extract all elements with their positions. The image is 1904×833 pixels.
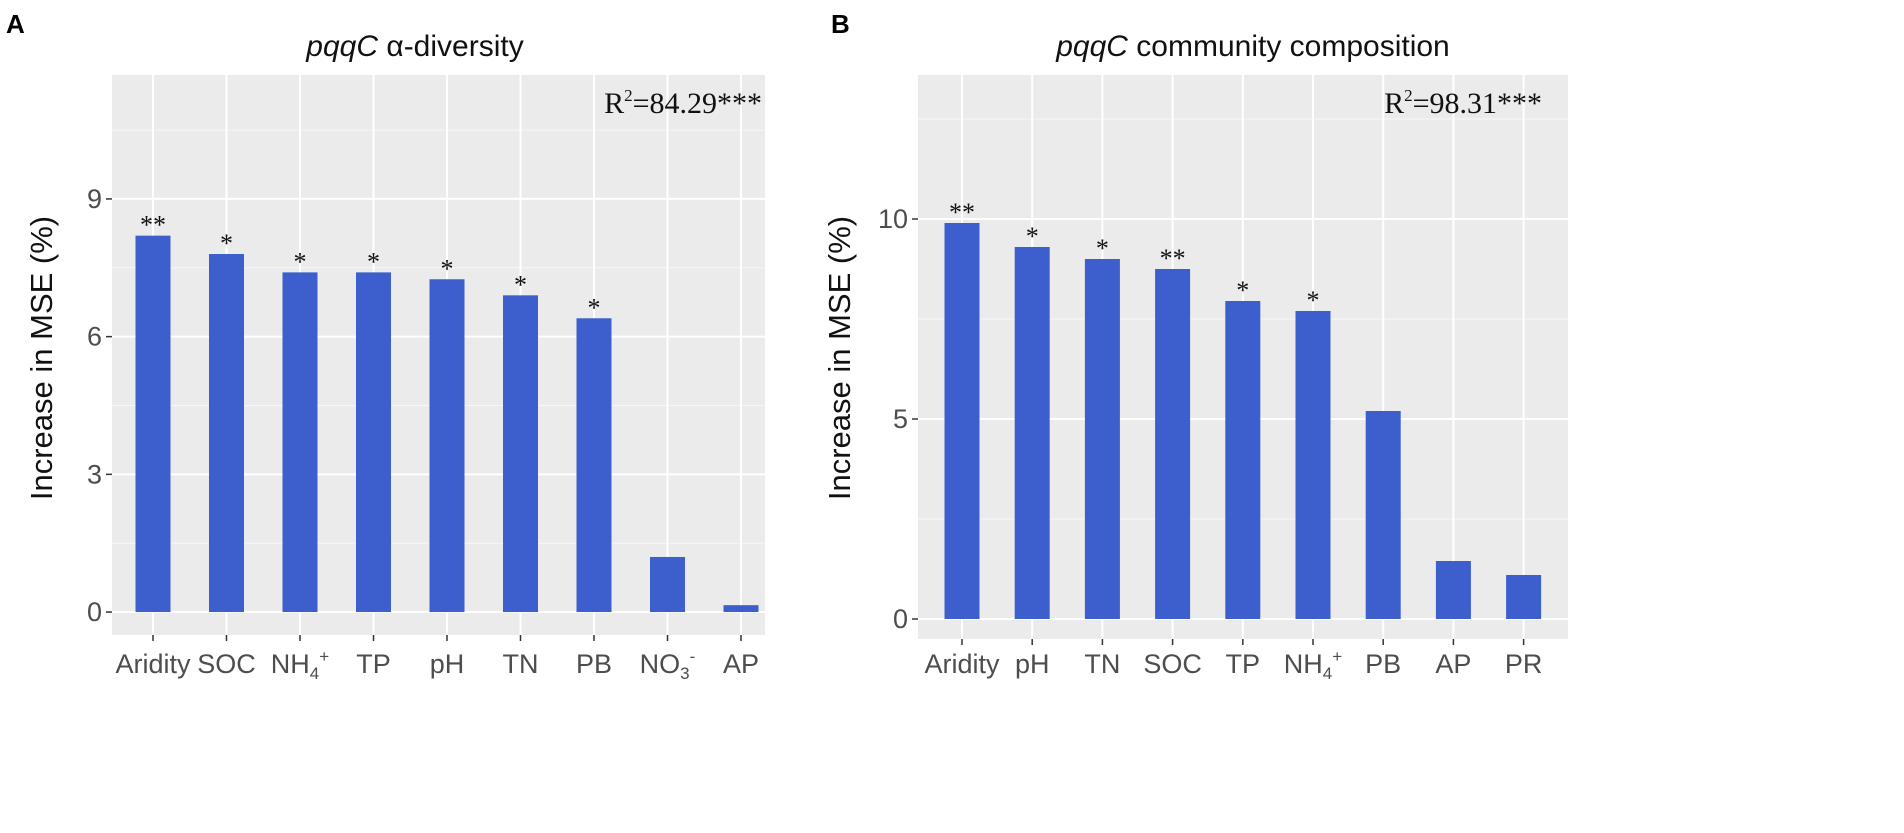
bar-aridity <box>135 235 171 613</box>
significance-mark: ** <box>140 211 166 240</box>
significance-mark: * <box>294 247 307 276</box>
y-tick-label: 6 <box>87 322 102 352</box>
chart-b-y-axis: 0 5 10 <box>878 204 918 634</box>
x-tick-label-ph: pH <box>430 649 465 679</box>
bar-ph <box>429 279 465 613</box>
x-tick-label-nh4: NH4+ <box>271 647 329 683</box>
x-tick-label-nh4: NH4+ <box>1284 647 1342 683</box>
significance-mark: * <box>588 293 601 322</box>
x-tick-label-ap: AP <box>1435 649 1471 679</box>
significance-mark: * <box>514 270 527 299</box>
significance-mark: * <box>367 247 380 276</box>
x-tick-label-tp: TP <box>1226 649 1261 679</box>
significance-mark: * <box>1307 286 1320 315</box>
bar-no3 <box>650 556 685 613</box>
significance-mark: * <box>1096 234 1109 263</box>
chart-b-ylabel: Increase in MSE (%) <box>822 216 857 500</box>
significance-mark: * <box>1236 276 1249 305</box>
y-tick-label: 0 <box>87 597 102 627</box>
chart-a-ylabel: Increase in MSE (%) <box>24 216 59 500</box>
significance-mark: ** <box>949 198 975 227</box>
bar-tp <box>1225 301 1261 619</box>
y-tick-label: 3 <box>87 459 102 489</box>
bar-pb <box>1365 411 1401 619</box>
x-tick-label-ap: AP <box>723 649 759 679</box>
chart-a-significance-marks: **** * *** <box>140 211 601 323</box>
y-tick-label: 9 <box>87 184 102 214</box>
x-tick-label-aridity: Aridity <box>115 649 191 679</box>
bar-aridity <box>944 223 980 619</box>
y-tick-label: 0 <box>893 604 908 634</box>
x-tick-label-soc: SOC <box>197 649 256 679</box>
chart-panel-a: A pqqC α-diversity Increase in MSE (%) *… <box>6 9 765 683</box>
bar-soc <box>209 254 244 613</box>
significance-mark: ** <box>1160 244 1186 273</box>
chart-a-title-text: α-diversity <box>386 30 523 63</box>
bar-ap <box>1435 561 1471 619</box>
x-tick-label-no3: NO3- <box>640 647 696 683</box>
bar-tn <box>503 295 538 613</box>
y-tick-label: 10 <box>878 204 908 234</box>
chart-a-title-gene: pqqC <box>305 30 378 63</box>
chart-panel-b: B pqqC community composition Increase in… <box>822 9 1568 683</box>
chart-b-title-text: community composition <box>1136 30 1449 63</box>
x-tick-label-pb: PB <box>1365 649 1401 679</box>
x-tick-label-tp: TP <box>356 649 391 679</box>
x-tick-label-pb: PB <box>576 649 612 679</box>
y-tick-label: 5 <box>893 404 908 434</box>
significance-mark: * <box>220 229 233 258</box>
chart-b-significance-marks: *** * *** * <box>949 198 1320 315</box>
chart-a-x-axis: Aridity SOC NH4+ TP pH TN PB NO3- AP <box>115 635 759 683</box>
chart-b-r-squared: R2=98.31*** <box>1384 86 1542 120</box>
x-tick-label-tn: TN <box>503 649 539 679</box>
panel-letter-a: A <box>6 9 25 39</box>
bar-pb <box>576 318 612 613</box>
bar-nh4 <box>282 272 318 613</box>
x-tick-label-tn: TN <box>1084 649 1120 679</box>
significance-mark: * <box>1026 222 1039 251</box>
chart-b-title: pqqC community composition <box>1055 30 1450 63</box>
bar-pr <box>1506 575 1542 619</box>
x-tick-label-ph: pH <box>1015 649 1050 679</box>
chart-a-title: pqqC α-diversity <box>305 30 523 63</box>
bar-ph <box>1014 247 1050 619</box>
panel-letter-b: B <box>831 9 850 39</box>
bar-tp <box>356 272 391 613</box>
chart-b-bars <box>944 223 1542 619</box>
chart-a-bars <box>135 235 759 613</box>
significance-mark: * <box>441 254 454 283</box>
bar-ap <box>723 605 759 613</box>
bar-tn <box>1084 259 1120 619</box>
x-tick-label-soc: SOC <box>1143 649 1202 679</box>
chart-a-y-axis: 0 3 6 9 <box>87 184 112 627</box>
x-tick-label-aridity: Aridity <box>924 649 1000 679</box>
bar-nh4 <box>1295 311 1331 619</box>
chart-b-title-gene: pqqC <box>1055 30 1128 63</box>
chart-a-r-squared: R2=84.29*** <box>604 86 762 120</box>
chart-b-x-axis: Aridity pH TN SOC TP NH4+ PB AP PR <box>924 639 1542 683</box>
bar-soc <box>1155 269 1191 619</box>
x-tick-label-pr: PR <box>1505 649 1543 679</box>
